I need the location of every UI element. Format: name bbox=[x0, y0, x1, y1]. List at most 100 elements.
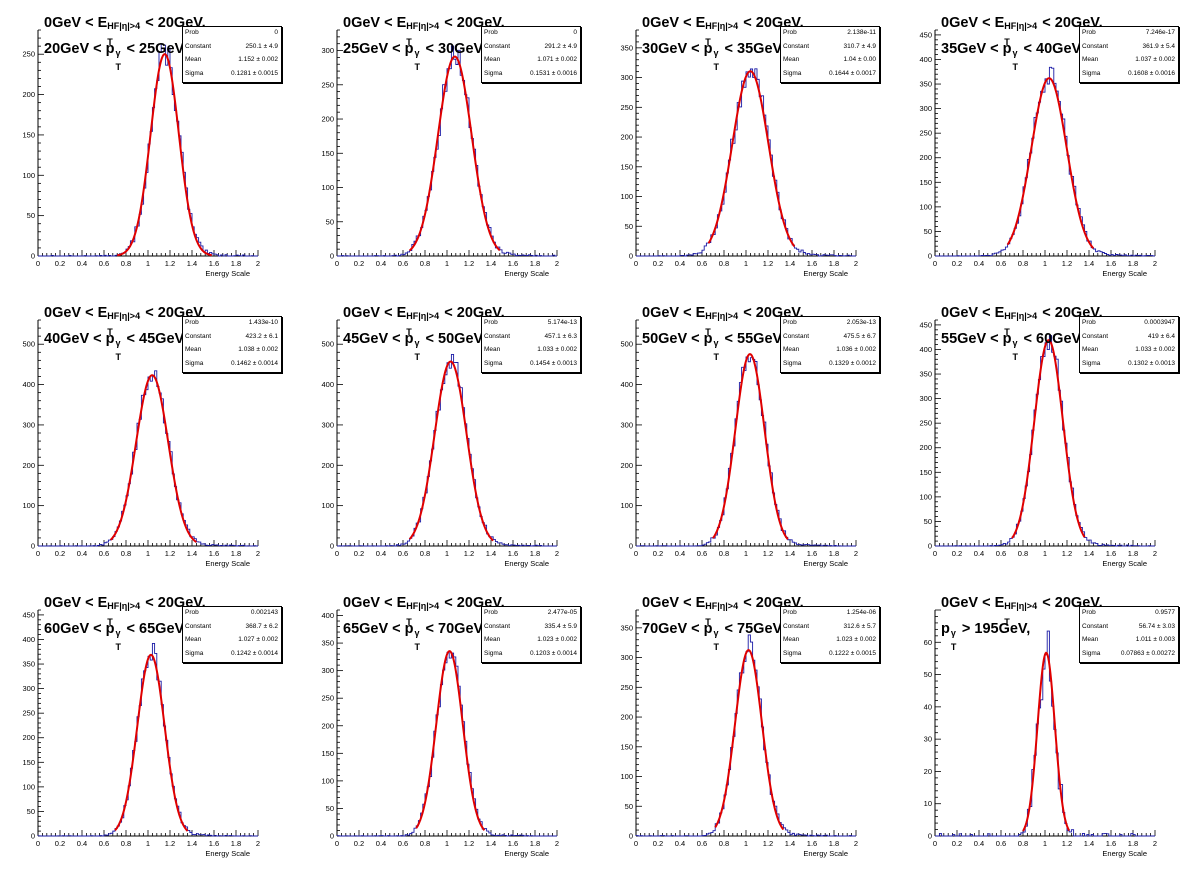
fit-stats-box: Prob 0.0003947 Constant 419 ± 6.4 Mean 1.033 … bbox=[1079, 316, 1179, 373]
histogram-svg: 0 0.2 0.4 0.6 0.8 1 1.2 1.4 1.6 1.8 2 Energy Scale 0… bbox=[919, 319, 1157, 568]
y-tick-label: 100 bbox=[919, 202, 932, 211]
x-tick-label: 1 bbox=[146, 549, 150, 558]
y-tick-label: 300 bbox=[321, 46, 334, 55]
stat-row-prob: Prob 0.002143 bbox=[185, 607, 278, 619]
stat-row-sigma: Sigma 0.1531 ± 0.0016 bbox=[484, 68, 577, 80]
x-tick-label: 1.4 bbox=[785, 549, 795, 558]
x-tick-label: 1.4 bbox=[1084, 549, 1094, 558]
x-tick-label: 0.4 bbox=[974, 549, 984, 558]
stat-row-sigma: Sigma 0.1302 ± 0.0013 bbox=[1082, 358, 1175, 370]
stat-row-constant: Constant 291.2 ± 4.9 bbox=[484, 41, 577, 53]
stat-row-constant: Constant 312.6 ± 5.7 bbox=[783, 621, 876, 633]
gaussian-fit-line bbox=[408, 360, 494, 542]
stat-label: Prob bbox=[783, 609, 797, 616]
stat-label: Prob bbox=[1082, 319, 1096, 326]
x-tick-label: 2 bbox=[854, 259, 858, 268]
stat-row-sigma: Sigma 0.1203 ± 0.0014 bbox=[484, 648, 577, 660]
stat-value: 1.037 ± 0.002 bbox=[1135, 56, 1175, 63]
histogram-panel: 0 0.2 0.4 0.6 0.8 1 1.2 1.4 1.6 1.8 2 Energy Scale 0… bbox=[598, 582, 897, 872]
stat-value: 0.1608 ± 0.0016 bbox=[1128, 69, 1175, 77]
y-tick-label: 200 bbox=[620, 133, 633, 142]
y-tick-label: 400 bbox=[22, 635, 35, 644]
stat-value: 1.033 ± 0.002 bbox=[1135, 346, 1175, 353]
x-tick-label: 0.4 bbox=[675, 259, 685, 268]
stat-label: Constant bbox=[185, 42, 212, 50]
stat-label: Mean bbox=[185, 346, 202, 353]
stat-label: Sigma bbox=[1082, 69, 1101, 77]
y-tick-label: 300 bbox=[919, 394, 932, 403]
y-tick-label: 300 bbox=[620, 73, 633, 82]
y-tick-label: 100 bbox=[22, 782, 35, 791]
stat-label: Mean bbox=[484, 636, 501, 643]
stat-value: 1.027 ± 0.002 bbox=[238, 636, 278, 643]
x-tick-label: 0.4 bbox=[376, 839, 386, 848]
y-tick-label: 200 bbox=[22, 90, 35, 99]
stat-value: 475.5 ± 6.7 bbox=[843, 332, 876, 340]
x-tick-label: 1.6 bbox=[807, 259, 817, 268]
y-tick-label: 0 bbox=[928, 542, 932, 551]
fit-stats-box: Prob 7.246e-17 Constant 361.9 ± 5.4 Mean 1.03… bbox=[1079, 26, 1179, 83]
histogram-panel: 0 0.2 0.4 0.6 0.8 1 1.2 1.4 1.6 1.8 2 Energy Scale 0… bbox=[0, 582, 299, 872]
x-tick-label: 1 bbox=[445, 549, 449, 558]
stat-row-constant: Constant 335.4 ± 5.9 bbox=[484, 621, 577, 633]
stat-label: Mean bbox=[783, 56, 800, 63]
x-tick-label: 0.2 bbox=[354, 549, 364, 558]
stat-row-mean: Mean 1.071 ± 0.002 bbox=[484, 54, 577, 66]
y-tick-label: 100 bbox=[321, 183, 334, 192]
y-tick-label: 100 bbox=[620, 772, 633, 781]
x-tick-label: 2 bbox=[1153, 839, 1157, 848]
x-tick-label: 0.8 bbox=[121, 259, 131, 268]
stat-value: 1.254e-06 bbox=[846, 609, 876, 616]
stat-value: 1.04 ± 0.00 bbox=[843, 56, 876, 63]
fit-stats-box: Prob 2.053e-13 Constant 475.5 ± 6.7 Mean 1.03… bbox=[780, 316, 880, 373]
y-tick-label: 200 bbox=[321, 115, 334, 124]
x-tick-label: 1.4 bbox=[785, 839, 795, 848]
y-tick-label: 0 bbox=[629, 252, 633, 261]
histogram-bars bbox=[636, 356, 856, 547]
x-tick-label: 0 bbox=[36, 259, 40, 268]
x-tick-label: 2 bbox=[555, 259, 559, 268]
y-tick-label: 150 bbox=[919, 178, 932, 187]
stat-value: 1.033 ± 0.002 bbox=[537, 346, 577, 353]
stat-value: 0.1531 ± 0.0016 bbox=[530, 69, 577, 77]
histogram-bars bbox=[37, 642, 258, 837]
x-tick-label: 1.2 bbox=[165, 839, 175, 848]
x-axis-title: Energy Scale bbox=[205, 849, 250, 858]
gaussian-fit-line bbox=[1006, 77, 1095, 249]
histogram-panel: 0 0.2 0.4 0.6 0.8 1 1.2 1.4 1.6 1.8 2 Energy Scale 0… bbox=[0, 2, 299, 292]
stat-row-sigma: Sigma 0.1242 ± 0.0014 bbox=[185, 648, 278, 660]
y-tick-label: 0 bbox=[330, 252, 334, 261]
y-tick-label: 450 bbox=[919, 320, 932, 329]
fit-stats-box: Prob 1.433e-10 Constant 423.2 ± 6.1 Mean 1.03… bbox=[182, 316, 282, 373]
stat-row-sigma: Sigma 0.1222 ± 0.0015 bbox=[783, 648, 876, 660]
x-tick-label: 0 bbox=[933, 259, 937, 268]
y-tick-label: 200 bbox=[22, 461, 35, 470]
x-axis-title: Energy Scale bbox=[504, 849, 549, 858]
stat-label: Prob bbox=[185, 319, 199, 326]
stat-row-prob: Prob 5.174e-13 bbox=[484, 317, 577, 329]
stat-row-mean: Mean 1.152 ± 0.002 bbox=[185, 54, 278, 66]
histogram-bars bbox=[935, 66, 1155, 257]
x-tick-label: 1.6 bbox=[508, 549, 518, 558]
x-tick-label: 0.4 bbox=[77, 839, 87, 848]
x-tick-label: 0.4 bbox=[376, 259, 386, 268]
x-tick-label: 1.4 bbox=[187, 839, 197, 848]
x-tick-label: 1.8 bbox=[530, 259, 540, 268]
stat-label: Constant bbox=[1082, 42, 1109, 50]
histogram-svg: 0 0.2 0.4 0.6 0.8 1 1.2 1.4 1.6 1.8 2 Energy Scale 0… bbox=[321, 29, 559, 278]
fit-stats-box: Prob 2.138e-11 Constant 310.7 ± 4.9 Mean 1.04… bbox=[780, 26, 880, 83]
stat-label: Constant bbox=[1082, 332, 1109, 340]
y-tick-label: 300 bbox=[321, 666, 334, 675]
stat-value: 361.9 ± 5.4 bbox=[1142, 42, 1175, 50]
stat-label: Mean bbox=[484, 346, 501, 353]
title-line1: 0GeV < E HF|η|>4 T < 20GeV, bbox=[44, 15, 206, 47]
y-tick-label: 350 bbox=[620, 43, 633, 52]
histogram-svg: 0 0.2 0.4 0.6 0.8 1 1.2 1.4 1.6 1.8 2 Energy Scale 0… bbox=[620, 609, 858, 858]
stat-row-mean: Mean 1.023 ± 0.002 bbox=[783, 634, 876, 646]
y-tick-label: 100 bbox=[620, 501, 633, 510]
